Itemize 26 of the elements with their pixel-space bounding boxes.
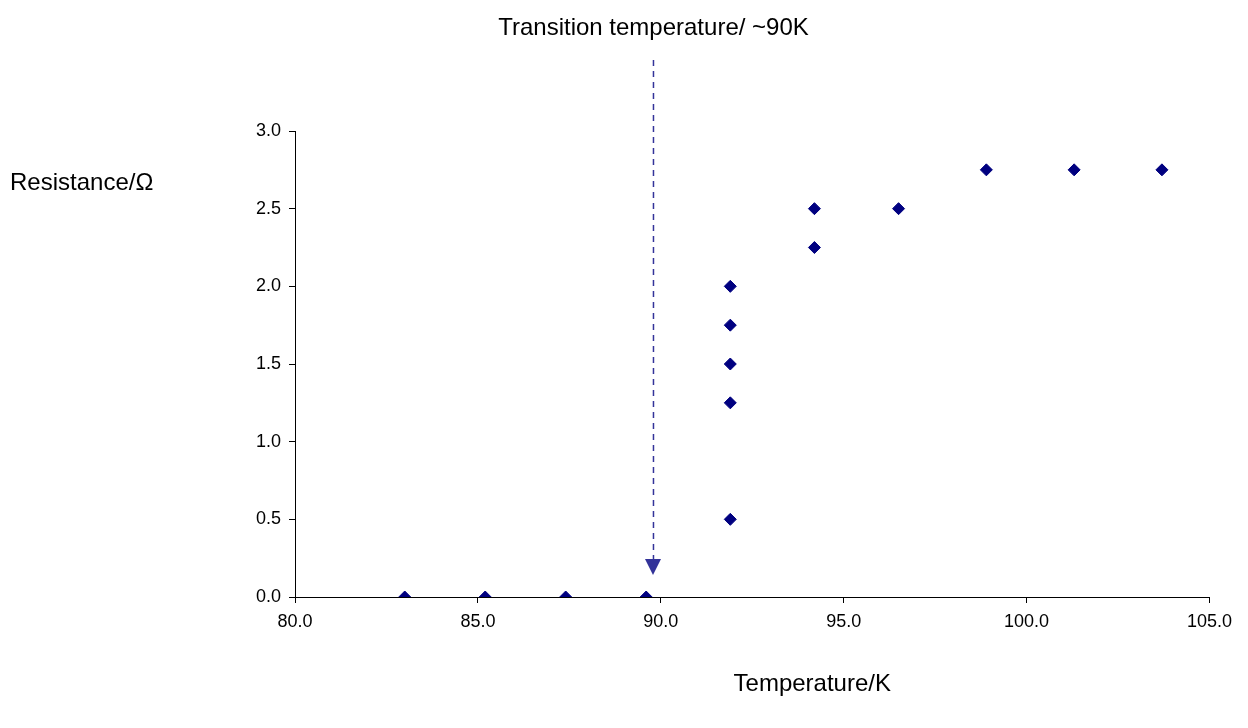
point: [807, 202, 821, 216]
y-tick-label: 0.0: [255, 585, 281, 606]
x-axis-title: Temperature/K: [733, 668, 891, 696]
y-tick-label: 2.5: [255, 197, 281, 218]
x-tick-label: 85.0: [460, 610, 496, 631]
point: [723, 279, 737, 293]
ref-line-label: Transition temperature/ ~90K: [498, 12, 809, 40]
x-tick-label: 100.0: [1004, 610, 1050, 631]
point: [723, 396, 737, 410]
y-tick-label: 1.0: [255, 430, 281, 451]
y-tick-label: 0.5: [255, 508, 281, 529]
point: [979, 163, 993, 177]
point: [1155, 163, 1169, 177]
y-axis-title: Resistance/Ω: [10, 167, 154, 195]
x-tick-label: 105.0: [1186, 610, 1232, 631]
x-tick-label: 80.0: [277, 610, 313, 631]
y-tick-label: 2.0: [255, 275, 281, 296]
point: [1067, 163, 1081, 177]
point: [723, 318, 737, 332]
x-tick-label: 95.0: [826, 610, 862, 631]
point: [892, 202, 906, 216]
x-tick-label: 90.0: [643, 610, 679, 631]
y-tick-label: 3.0: [255, 119, 281, 140]
point: [723, 357, 737, 371]
point: [807, 241, 821, 254]
y-tick-label: 1.5: [255, 352, 281, 373]
